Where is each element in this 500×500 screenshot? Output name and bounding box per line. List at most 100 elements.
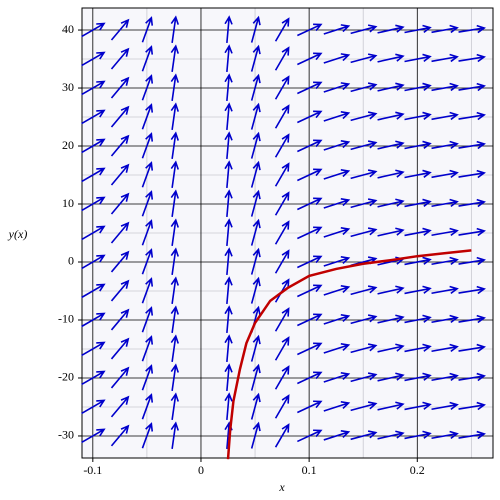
field-arrow: [110, 76, 130, 99]
field-arrow: [297, 139, 323, 153]
field-arrow: [377, 24, 405, 34]
field-arrow: [350, 140, 378, 151]
field-arrow: [110, 192, 130, 215]
field-arrow: [377, 372, 405, 382]
y-tick-label: 0: [68, 254, 74, 268]
x-tick-label: -0.1: [83, 463, 102, 477]
x-axis-label: x: [278, 480, 285, 494]
field-arrow: [170, 73, 179, 102]
field-arrow: [431, 401, 459, 411]
field-arrow: [81, 80, 106, 96]
field-arrow: [323, 314, 351, 325]
field-arrow: [250, 247, 261, 275]
field-arrow: [170, 276, 179, 304]
field-arrow: [458, 314, 486, 324]
field-arrow: [224, 392, 233, 420]
field-arrow: [141, 393, 154, 420]
field-arrow: [323, 198, 351, 209]
field-arrow: [141, 422, 154, 449]
field-arrow: [458, 169, 486, 179]
field-arrow: [81, 254, 106, 270]
field-arrow: [224, 305, 233, 334]
field-arrow: [250, 44, 261, 72]
field-arrow: [274, 133, 290, 158]
field-arrow: [224, 218, 233, 247]
field-arrow: [81, 167, 106, 183]
field-arrow: [297, 255, 323, 269]
field-arrow: [431, 227, 459, 237]
field-arrow: [431, 372, 459, 382]
field-arrow: [224, 73, 233, 102]
field-arrow: [141, 74, 154, 101]
y-tick-label: 30: [62, 80, 74, 94]
x-tick-label: 0.1: [302, 463, 317, 477]
field-arrow: [404, 140, 432, 150]
field-arrow: [141, 103, 154, 130]
field-arrow: [224, 189, 233, 218]
field-arrow: [110, 424, 130, 447]
field-arrow: [81, 51, 106, 67]
y-tick-label: -30: [58, 428, 74, 442]
field-arrow: [170, 189, 179, 217]
field-arrow: [274, 17, 290, 42]
field-arrow: [141, 45, 154, 72]
field-arrow: [110, 279, 130, 302]
field-arrow: [250, 392, 261, 420]
field-arrow: [297, 400, 323, 414]
field-arrow: [458, 24, 486, 34]
field-arrow: [274, 307, 290, 332]
y-tick-label: 10: [62, 196, 74, 210]
field-arrow: [404, 53, 432, 63]
field-arrow: [141, 248, 154, 275]
field-arrow: [431, 140, 459, 150]
field-arrow: [377, 140, 405, 150]
field-arrow: [81, 399, 106, 415]
field-arrow: [224, 44, 233, 73]
field-arrow: [323, 430, 351, 441]
field-arrow: [274, 75, 290, 100]
field-arrow: [297, 23, 323, 37]
y-tick-label: -10: [58, 312, 74, 326]
field-arrow: [297, 52, 323, 66]
field-arrow: [110, 366, 130, 389]
field-arrow: [297, 371, 323, 385]
field-arrow: [458, 111, 486, 121]
field-arrow: [404, 169, 432, 179]
field-arrow: [323, 372, 351, 383]
field-arrow: [81, 22, 106, 38]
field-arrow: [274, 104, 290, 129]
field-arrow: [323, 53, 351, 64]
field-arrow: [404, 198, 432, 208]
field-arrow: [224, 247, 233, 276]
field-arrow: [110, 308, 130, 331]
field-arrow: [81, 370, 106, 386]
field-arrow: [431, 430, 459, 440]
field-arrow: [377, 285, 405, 295]
field-arrow: [431, 169, 459, 179]
field-arrow: [323, 82, 351, 93]
field-arrow: [110, 221, 130, 244]
x-tick-label: 0: [198, 463, 204, 477]
field-arrow: [81, 312, 106, 328]
field-arrow: [404, 372, 432, 382]
field-arrow: [170, 15, 179, 44]
field-arrow: [141, 306, 154, 333]
field-arrow: [250, 218, 261, 246]
field-arrow: [170, 160, 179, 188]
field-arrow: [458, 372, 486, 382]
field-arrow: [250, 15, 261, 43]
field-arrow: [110, 18, 130, 41]
field-arrow: [404, 82, 432, 92]
field-arrow: [297, 313, 323, 327]
field-arrow: [170, 218, 179, 246]
field-arrow: [141, 132, 154, 159]
field-arrow: [274, 394, 290, 419]
field-arrow: [377, 343, 405, 353]
field-arrow: [404, 430, 432, 440]
field-arrow: [274, 220, 290, 245]
field-arrow: [377, 169, 405, 179]
field-arrow: [224, 160, 233, 189]
field-arrow: [458, 343, 486, 353]
